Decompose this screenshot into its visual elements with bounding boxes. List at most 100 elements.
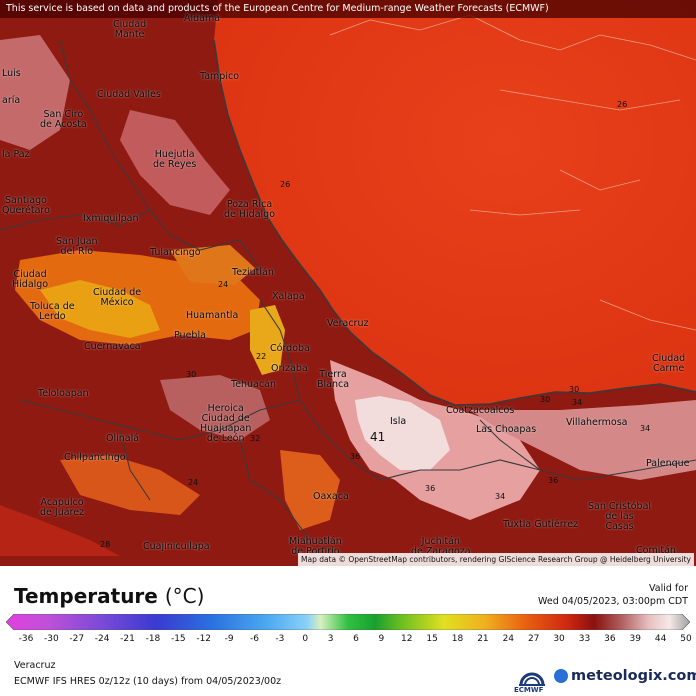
contour-label: 28 — [100, 540, 111, 549]
scale-tick-label: 0 — [302, 634, 309, 644]
city-label: la Paz — [2, 149, 30, 160]
ecmwf-logo-icon — [519, 672, 545, 686]
scale-tick-label: -9 — [224, 634, 234, 644]
city-label: Acapulco de Juárez — [40, 497, 85, 518]
city-label: Ciudad Carme — [652, 353, 686, 374]
legend-title: Temperature (°C) — [14, 584, 204, 608]
scale-tick-label: 30 — [553, 634, 565, 644]
valid-datetime: Wed 04/05/2023, 03:00pm CDT — [538, 596, 688, 607]
city-label: Aldama — [184, 13, 221, 24]
warm-region-west — [0, 35, 70, 150]
city-label: Tampico — [200, 71, 240, 82]
city-label: Isla — [390, 416, 407, 427]
scale-tick-label: -15 — [170, 634, 186, 644]
scale-tick-label: 18 — [451, 634, 464, 644]
contour-label: 36 — [548, 476, 559, 485]
contour-label: 30 — [569, 385, 580, 394]
scale-tick-label: 12 — [401, 634, 413, 644]
city-label: Comitán — [636, 545, 676, 556]
city-label: Ciudad de México — [93, 287, 142, 308]
city-label: Huamantla — [186, 310, 239, 321]
gulf-of-mexico — [214, 0, 696, 405]
contour-label: 22 — [256, 352, 267, 361]
city-label: Ciudad Valles — [97, 89, 161, 100]
warm-region-north — [120, 110, 230, 215]
city-label: Oaxaca — [313, 491, 349, 502]
scale-tick-label: -18 — [145, 634, 161, 644]
city-label: Teziutlán — [232, 267, 274, 278]
contour-label: 24 — [218, 280, 229, 289]
color-scale-bar — [6, 614, 690, 630]
city-label: Palenque — [646, 458, 690, 469]
highlands-orange-2 — [170, 245, 255, 285]
temperature-map[interactable]: This service is based on data and produc… — [0, 0, 696, 566]
city-label: Poza Rica de Hidalgo — [224, 199, 276, 220]
sea-contour — [329, 14, 696, 331]
city-label: Tulancingo — [150, 247, 201, 258]
contour-label: 34 — [640, 424, 651, 433]
contour-label: 30 — [540, 395, 551, 404]
scale-tick-label: -30 — [44, 634, 59, 644]
contour-label: 26 — [280, 180, 291, 189]
scale-tick-label: 39 — [629, 634, 641, 644]
region-name: Veracruz — [14, 660, 56, 671]
southern-orange — [60, 455, 200, 515]
city-label: Cuernavaca — [84, 341, 141, 352]
southern-orange-2 — [280, 450, 340, 530]
pacific-ocean — [0, 505, 120, 556]
contour-label: 26 — [617, 100, 628, 109]
scale-tick-label: 6 — [353, 634, 359, 644]
valid-label: Valid for — [649, 583, 688, 594]
scale-tick-label: 44 — [654, 634, 667, 644]
city-label: San Cristóbal de las Casas — [588, 501, 652, 532]
legend-title-text: Temperature — [14, 584, 158, 608]
city-label: Las Choapas — [476, 424, 537, 435]
city-label: Tehuacán — [231, 379, 276, 390]
contour-label: 24 — [188, 478, 199, 487]
scale-tick-label: -24 — [94, 634, 110, 644]
scale-tick-label: 9 — [378, 634, 385, 644]
city-label: Ixmiquilpan — [83, 213, 139, 224]
city-label: Chilpancingo — [64, 452, 126, 463]
disclaimer-banner: This service is based on data and produc… — [0, 0, 696, 18]
city-label: Tuxtla Gutiérrez — [503, 519, 579, 530]
scale-tick-label: -3 — [275, 634, 285, 644]
map-canvas — [0, 0, 696, 566]
contour-label: 41 — [370, 430, 386, 444]
city-label: Coatzacoalcos — [446, 405, 515, 416]
model-info: ECMWF IFS HRES 0z/12z (10 days) from 04/… — [14, 676, 282, 687]
scale-tick-label: 21 — [477, 634, 489, 644]
scale-tick-label: 24 — [502, 634, 515, 644]
city-label: San Ciro de Acosta — [40, 109, 87, 130]
meteologix-globe-icon — [554, 669, 568, 683]
scale-tick-label: 33 — [578, 634, 591, 644]
mid-pink — [160, 375, 270, 440]
city-label: Villahermosa — [566, 417, 628, 428]
city-label: Teloloapan — [38, 388, 89, 399]
scale-tick-label: -27 — [69, 634, 85, 644]
city-label: Miahuatlán de Porfirio — [289, 536, 342, 557]
city-label: Xalapa — [272, 291, 305, 302]
color-scale-gradient — [6, 614, 690, 630]
city-label: Ciudad Hidalgo — [12, 269, 49, 290]
contour-label: 34 — [495, 492, 506, 501]
meteologix-logo[interactable]: meteologix.com — [571, 668, 696, 684]
contour-label: 32 — [250, 434, 261, 443]
city-label: Puebla — [174, 330, 206, 341]
contour-label: 30 — [186, 370, 197, 379]
highlands-yellow — [40, 280, 160, 338]
contour-label: 36 — [350, 452, 361, 461]
scale-tick-label: 3 — [327, 634, 334, 644]
city-label: Orizaba — [271, 363, 308, 374]
city-label: Tierra Blanca — [317, 369, 350, 390]
map-attribution[interactable]: Map data © OpenStreetMap contributors, r… — [298, 553, 694, 566]
scale-tick-label: 50 — [680, 634, 692, 644]
valid-time: Valid for Wed 04/05/2023, 03:00pm CDT — [538, 582, 688, 608]
city-label: Huejutla de Reyes — [153, 149, 197, 170]
city-label: Ciudad Mante — [113, 19, 147, 40]
color-scale-ticks: -36 -30 -27 -24 -21 -18 -15 -12 -9 -6 -3 0 3 6 9 12 15 18… — [0, 634, 696, 648]
hottest-region — [355, 396, 450, 470]
city-label: Santiago Querétaro — [2, 195, 50, 216]
city-label: Luis — [2, 68, 21, 79]
contour-label: 34 — [572, 398, 583, 407]
